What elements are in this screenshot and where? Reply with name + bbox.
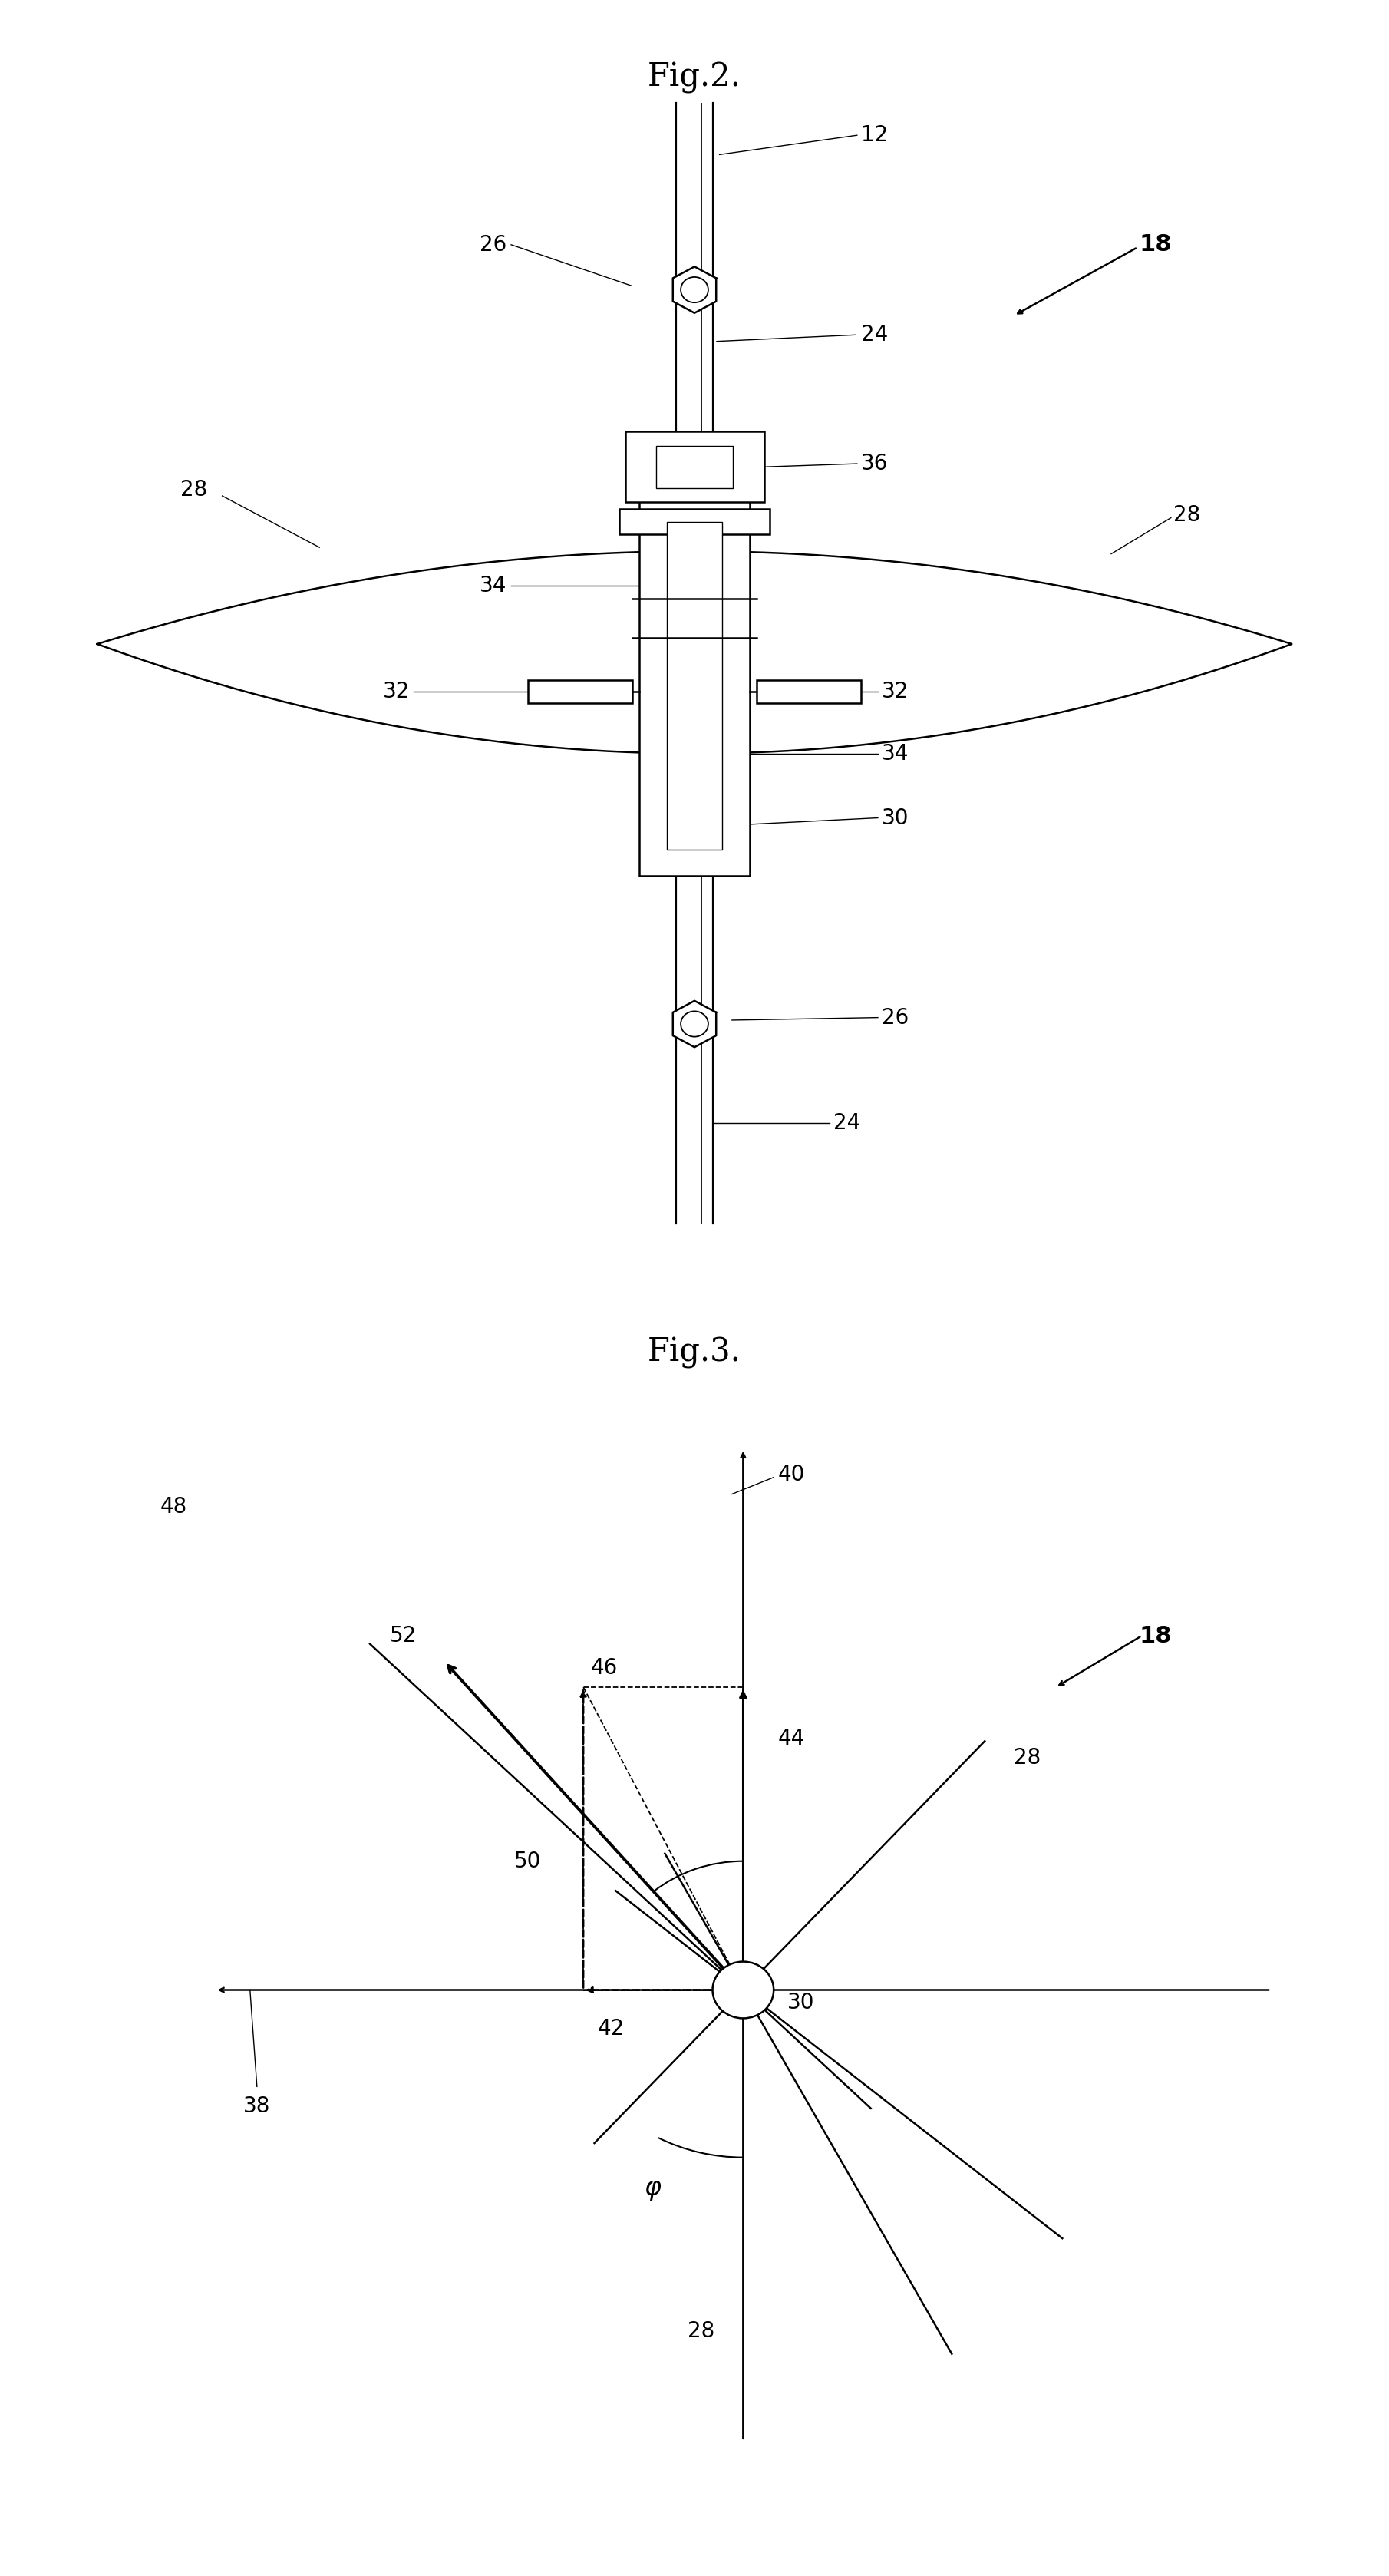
Text: 26: 26 <box>481 234 507 255</box>
Circle shape <box>681 278 708 301</box>
Polygon shape <box>97 551 1292 752</box>
Text: 34: 34 <box>479 574 507 598</box>
Circle shape <box>681 1012 708 1036</box>
Text: 48: 48 <box>160 1497 186 1517</box>
Text: 32: 32 <box>382 680 410 703</box>
Polygon shape <box>672 268 717 314</box>
Text: 30: 30 <box>882 806 910 829</box>
Text: 34: 34 <box>882 742 910 765</box>
Polygon shape <box>672 1002 717 1046</box>
Text: 28: 28 <box>181 479 207 500</box>
Text: 26: 26 <box>882 1007 908 1028</box>
Text: 38: 38 <box>243 2094 271 2117</box>
Text: 50: 50 <box>514 1850 542 1873</box>
Text: 18: 18 <box>1139 234 1171 255</box>
Bar <box>625 433 764 502</box>
Text: 36: 36 <box>861 453 889 474</box>
Text: 28: 28 <box>1014 1747 1040 1770</box>
Text: 28: 28 <box>1174 505 1200 526</box>
Text: 46: 46 <box>590 1656 617 1680</box>
Bar <box>667 523 722 850</box>
Circle shape <box>713 1963 774 2020</box>
Text: 32: 32 <box>882 680 910 703</box>
Text: 12: 12 <box>861 124 888 147</box>
Text: 42: 42 <box>597 2017 624 2040</box>
Bar <box>583 1687 743 1989</box>
Text: 44: 44 <box>778 1728 804 1749</box>
Text: 24: 24 <box>833 1113 860 1133</box>
Bar <box>639 495 750 876</box>
Text: Fig.3.: Fig.3. <box>647 1337 742 1368</box>
Text: 30: 30 <box>788 1991 815 2014</box>
Text: 40: 40 <box>778 1463 806 1486</box>
Text: 52: 52 <box>390 1625 417 1646</box>
Text: 28: 28 <box>688 2321 715 2342</box>
Bar <box>619 510 770 536</box>
Text: $\varphi$: $\varphi$ <box>643 2177 663 2202</box>
Text: 24: 24 <box>861 325 888 345</box>
Bar <box>656 446 733 489</box>
Text: 18: 18 <box>1139 1625 1171 1646</box>
Bar <box>528 680 632 703</box>
Bar <box>757 680 861 703</box>
Text: Fig.2.: Fig.2. <box>647 62 742 93</box>
